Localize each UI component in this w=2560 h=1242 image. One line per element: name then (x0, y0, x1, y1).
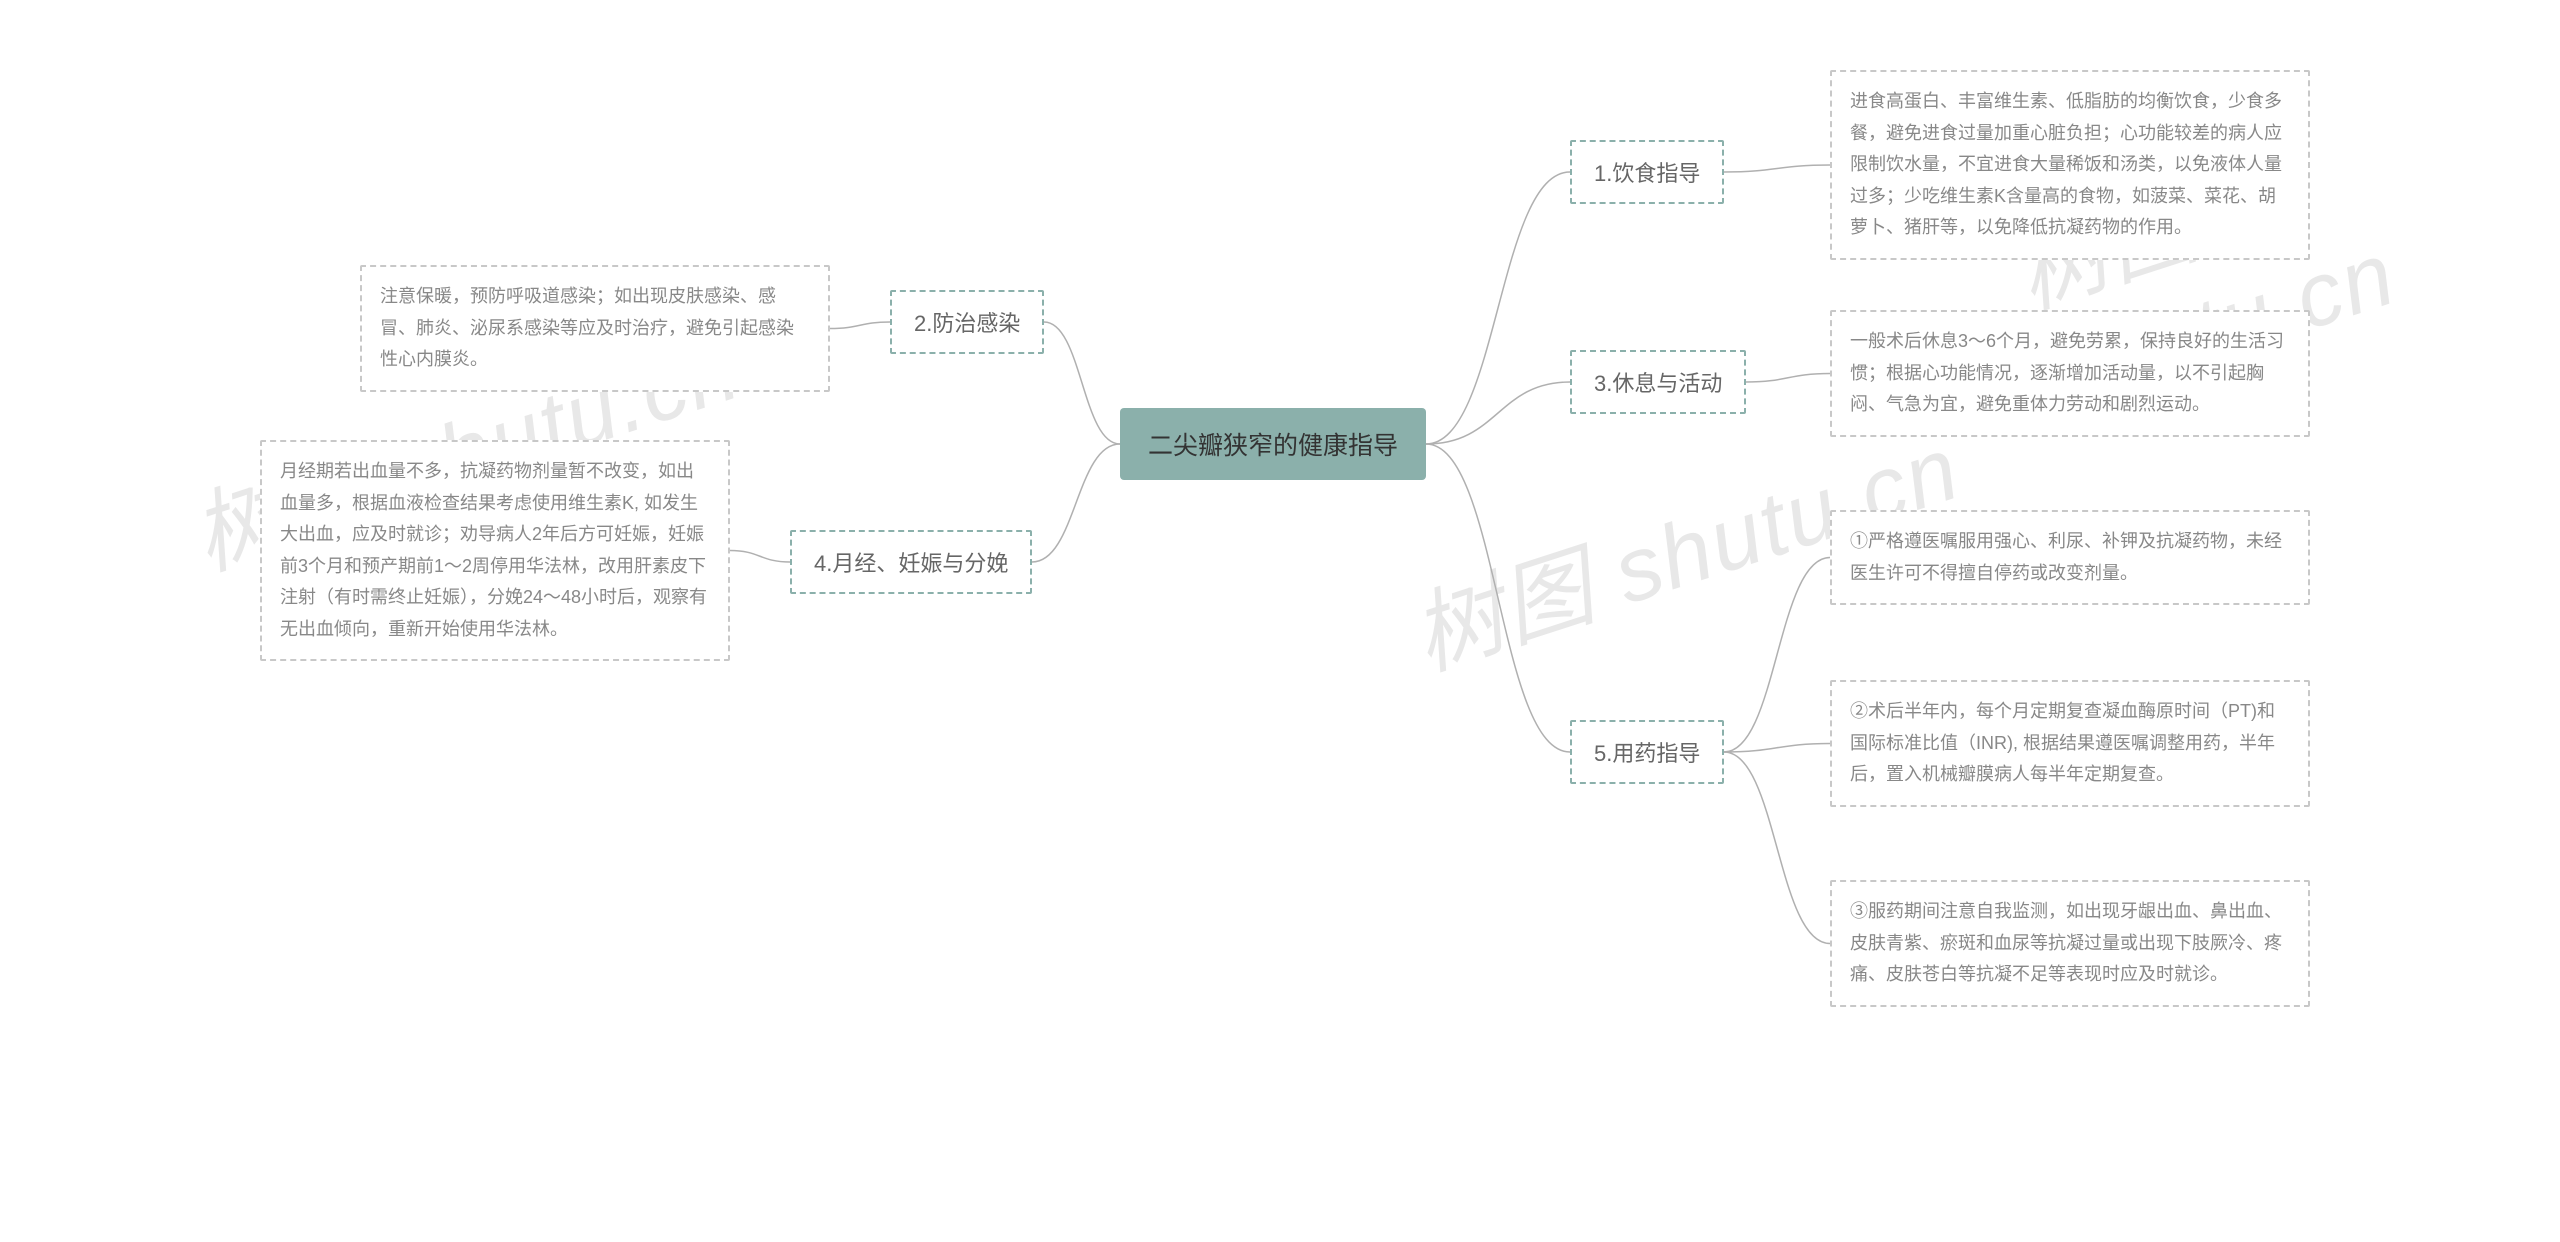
mindmap-root: 二尖瓣狭窄的健康指导 (1120, 408, 1426, 480)
leaf-b4l1: 月经期若出血量不多，抗凝药物剂量暂不改变，如出血量多，根据血液检查结果考虑使用维… (260, 440, 730, 661)
leaf-b5l2: ②术后半年内，每个月定期复查凝血酶原时间（PT)和国际标准比值（INR), 根据… (1830, 680, 2310, 807)
leaf-b3l1: 一般术后休息3～6个月，避免劳累，保持良好的生活习惯；根据心功能情况，逐渐增加活… (1830, 310, 2310, 437)
leaf-b1l1: 进食高蛋白、丰富维生素、低脂肪的均衡饮食，少食多餐，避免进食过量加重心脏负担；心… (1830, 70, 2310, 260)
leaf-b5l3: ③服药期间注意自我监测，如出现牙龈出血、鼻出血、皮肤青紫、瘀斑和血尿等抗凝过量或… (1830, 880, 2310, 1007)
leaf-b5l1: ①严格遵医嘱服用强心、利尿、补钾及抗凝药物，未经医生许可不得擅自停药或改变剂量。 (1830, 510, 2310, 605)
branch-b1: 1.饮食指导 (1570, 140, 1724, 204)
branch-b5: 5.用药指导 (1570, 720, 1724, 784)
branch-b3: 3.休息与活动 (1570, 350, 1746, 414)
leaf-b2l1: 注意保暖，预防呼吸道感染；如出现皮肤感染、感冒、肺炎、泌尿系感染等应及时治疗，避… (360, 265, 830, 392)
branch-b4: 4.月经、妊娠与分娩 (790, 530, 1032, 594)
branch-b2: 2.防治感染 (890, 290, 1044, 354)
